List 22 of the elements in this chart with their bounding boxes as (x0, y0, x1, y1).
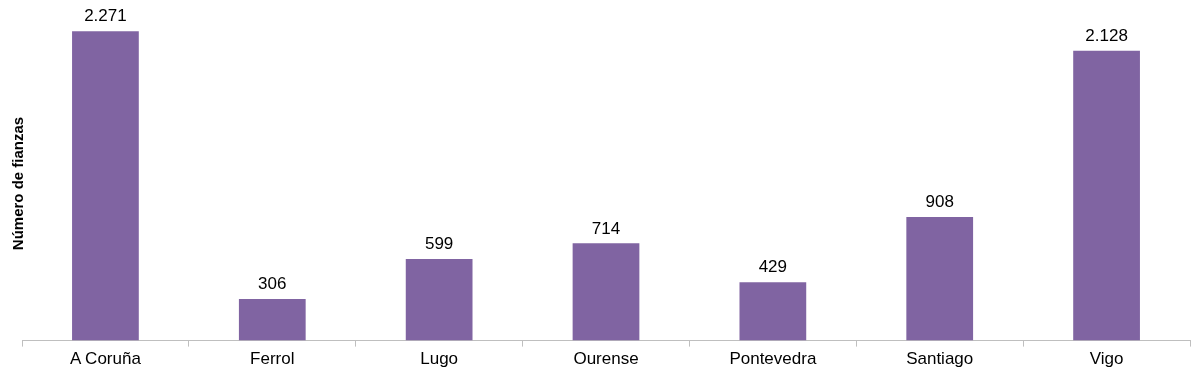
bar (238, 298, 306, 341)
x-tick-label: Vigo (1089, 349, 1124, 369)
bar (405, 258, 473, 341)
x-tick-label: Ferrol (250, 349, 295, 369)
x-tick-label: Santiago (906, 349, 974, 369)
bar (572, 243, 640, 341)
x-tick-label: A Coruña (69, 349, 142, 369)
data-label: 2.128 (1085, 25, 1128, 45)
bar (1073, 50, 1140, 341)
data-label: 2.271 (84, 6, 127, 26)
data-label: 908 (925, 192, 954, 212)
bar (906, 216, 974, 341)
x-tick-label: Pontevedra (729, 349, 817, 369)
bar (739, 282, 807, 341)
data-label: 429 (758, 257, 788, 277)
x-tick-label: Ourense (573, 349, 639, 369)
data-label: 306 (258, 274, 287, 294)
data-label: 599 (424, 234, 454, 254)
x-tick-label: Lugo (420, 349, 459, 369)
bar (72, 31, 139, 341)
data-label: 714 (591, 218, 621, 238)
y-axis-title: Número de fianzas (8, 115, 26, 253)
